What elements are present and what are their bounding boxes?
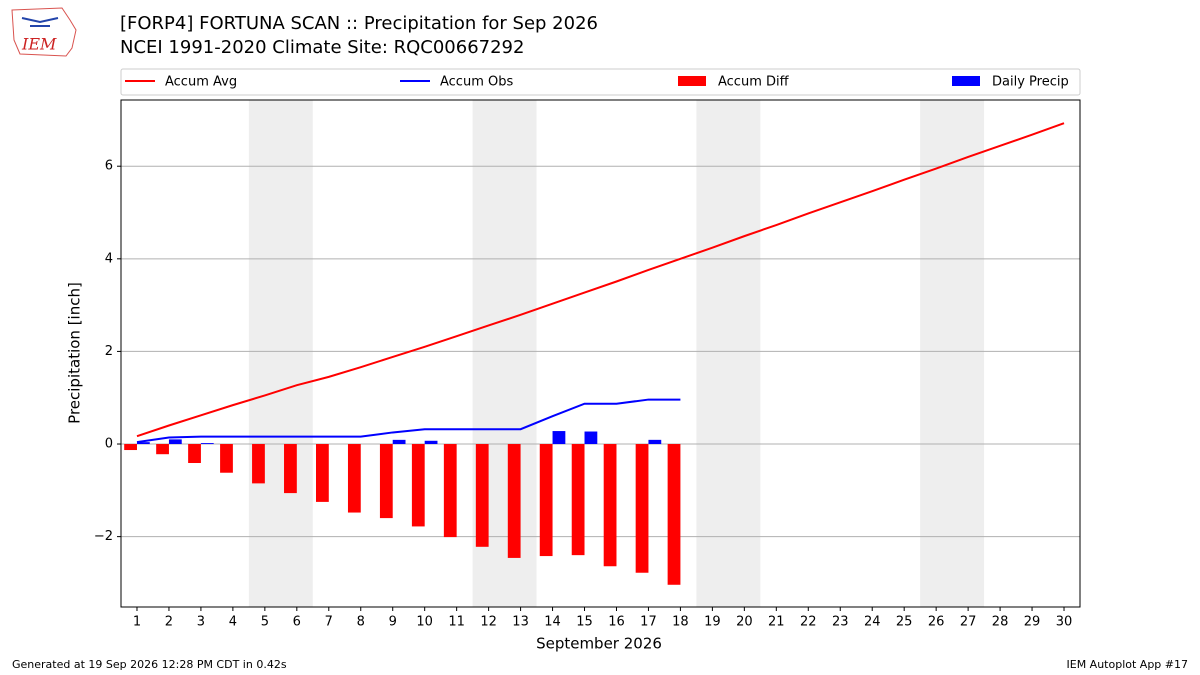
bar <box>392 439 406 445</box>
bar <box>136 442 150 445</box>
bar <box>411 444 425 527</box>
x-tick-label: 25 <box>896 615 913 630</box>
bar <box>552 431 566 445</box>
legend-swatch <box>678 76 706 86</box>
weekend-shade <box>920 100 985 607</box>
bar <box>635 444 649 573</box>
x-tick-label: 4 <box>229 615 237 630</box>
bar <box>347 444 361 513</box>
x-tick-label: 10 <box>416 615 433 630</box>
line <box>136 122 1065 438</box>
logo-outline <box>11 7 77 57</box>
bar <box>315 444 329 502</box>
x-tick-label: 27 <box>960 615 977 630</box>
x-tick-label: 20 <box>736 615 753 630</box>
weekend-shade <box>248 100 313 607</box>
weekend-shade <box>696 100 761 607</box>
bar <box>507 444 521 558</box>
x-tick-label: 30 <box>1056 615 1073 630</box>
legend-label: Accum Obs <box>440 75 513 90</box>
x-tick-label: 8 <box>357 615 365 630</box>
bar <box>220 444 233 473</box>
bar <box>124 444 137 451</box>
y-tick-label: −2 <box>94 529 113 544</box>
logo: IEM <box>11 7 77 57</box>
x-tick-label: 14 <box>544 615 561 630</box>
x-tick-label: 19 <box>704 615 721 630</box>
bar <box>188 444 201 464</box>
x-tick-label: 7 <box>325 615 333 630</box>
x-tick-label: 17 <box>640 615 657 630</box>
legend-swatch <box>952 76 980 86</box>
x-tick-label: 9 <box>389 615 397 630</box>
y-tick-label: 4 <box>105 251 113 266</box>
x-tick-label: 21 <box>768 615 785 630</box>
footer-right: IEM Autoplot App #17 <box>1067 658 1189 671</box>
bar <box>379 444 393 519</box>
bar <box>168 439 182 445</box>
legend-label: Accum Diff <box>718 75 790 90</box>
bar <box>200 443 214 445</box>
x-tick-label: 15 <box>576 615 593 630</box>
bar <box>584 431 598 445</box>
x-tick-label: 28 <box>992 615 1009 630</box>
y-axis-label: Precipitation [inch] <box>66 282 84 424</box>
bar <box>252 444 265 484</box>
logo-icon <box>21 17 59 27</box>
y-tick-label: 0 <box>105 437 113 452</box>
x-tick-label: 24 <box>864 615 881 630</box>
x-tick-label: 22 <box>800 615 817 630</box>
x-tick-label: 6 <box>293 615 301 630</box>
x-tick-label: 2 <box>165 615 173 630</box>
logo-text: IEM <box>21 35 57 54</box>
legend-box <box>120 68 1081 96</box>
x-tick-label: 3 <box>197 615 205 630</box>
bar <box>156 444 169 455</box>
chart-subtitle: NCEI 1991-2020 Climate Site: RQC00667292 <box>120 37 524 58</box>
x-tick-label: 16 <box>608 615 625 630</box>
bar <box>667 444 681 585</box>
bar <box>539 444 553 557</box>
line <box>136 398 681 444</box>
x-axis-label: September 2026 <box>536 635 662 653</box>
x-tick-label: 13 <box>512 615 529 630</box>
x-tick-label: 1 <box>133 615 141 630</box>
x-tick-label: 23 <box>832 615 849 630</box>
bar <box>424 440 438 445</box>
x-tick-label: 18 <box>672 615 689 630</box>
y-tick-label: 2 <box>105 344 113 359</box>
y-tick-label: 6 <box>105 159 113 174</box>
chart-title: [FORP4] FORTUNA SCAN :: Precipitation fo… <box>120 13 598 34</box>
plot-frame <box>120 99 1081 608</box>
legend-label: Accum Avg <box>165 75 237 90</box>
x-tick-label: 29 <box>1024 615 1041 630</box>
bar <box>648 439 662 445</box>
bar <box>603 444 617 567</box>
footer-left: Generated at 19 Sep 2026 12:28 PM CDT in… <box>12 658 287 671</box>
bar <box>571 444 585 556</box>
x-tick-label: 26 <box>928 615 945 630</box>
x-tick-label: 12 <box>480 615 497 630</box>
x-tick-label: 5 <box>261 615 269 630</box>
bar <box>443 444 457 538</box>
bar <box>284 444 297 494</box>
legend-label: Daily Precip <box>992 75 1069 90</box>
bar <box>475 444 489 547</box>
x-tick-label: 11 <box>448 615 465 630</box>
